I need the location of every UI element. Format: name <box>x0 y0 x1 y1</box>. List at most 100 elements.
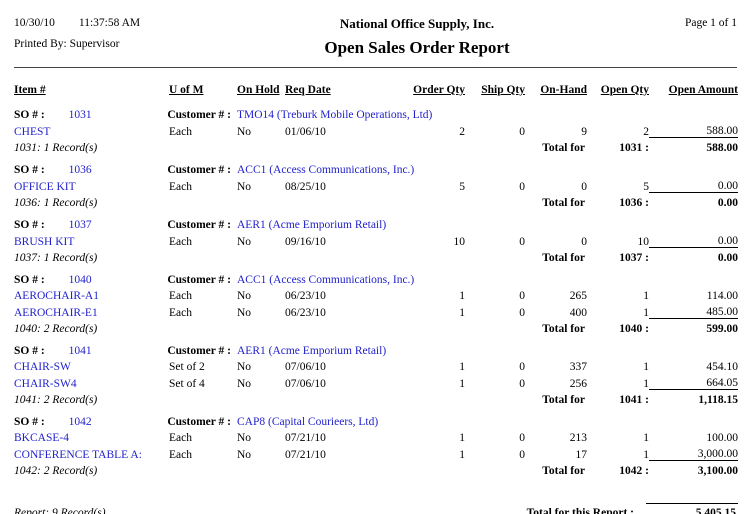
so-number-label: SO # : <box>14 274 45 286</box>
on-hand-cell: 400 <box>569 306 587 319</box>
so-group-header: SO # : 1036 Customer # : ACC1 (Access Commu… <box>14 154 738 176</box>
print-date: 10/30/10 <box>14 17 55 29</box>
customer-link[interactable]: ACC1 (Access Communications, Inc.) <box>237 164 415 176</box>
report-footer: Report: 9 Record(s) Total for this Repor… <box>14 503 738 514</box>
order-qty-cell: 1 <box>459 432 465 444</box>
req-date-cell: 09/16/10 <box>285 235 326 248</box>
group-total-row: 1042: 2 Record(s) Total for 1042 :3,100.00 <box>14 460 738 477</box>
item-code-link[interactable]: OFFICE KIT <box>14 180 76 193</box>
req-date-cell: 07/21/10 <box>285 432 326 444</box>
so-number-link[interactable]: 1041 <box>68 345 92 357</box>
so-header-cell: SO # : 1040 Customer # : <box>14 264 237 286</box>
total-for-label: Total for <box>542 394 585 406</box>
so-number-link[interactable]: 1042 <box>68 416 92 428</box>
open-amount-cell: 0.00 <box>717 180 738 192</box>
item-code-link[interactable]: CHEST <box>14 125 51 138</box>
group-total-label: Total for 1031 : <box>360 138 649 154</box>
total-for-label: Total for <box>542 142 585 154</box>
order-qty-cell: 2 <box>459 125 465 138</box>
so-group-header: SO # : 1042 Customer # : CAP8 (Capital Cour… <box>14 406 738 428</box>
group-total-row: 1031: 1 Record(s) Total for 1031 :588.00 <box>14 137 738 154</box>
group-record-count: 1040: 2 Record(s) <box>14 323 98 335</box>
total-so-number: 1037 : <box>619 252 649 264</box>
customer-number-label: Customer # : <box>167 164 231 176</box>
item-code-link[interactable]: AEROCHAIR-A1 <box>14 290 99 302</box>
open-qty-cell: 1 <box>643 432 649 444</box>
item-code-link[interactable]: CHAIR-SW4 <box>14 377 77 390</box>
item-code-link[interactable]: CHAIR-SW <box>14 361 71 373</box>
on-hold-cell: No <box>237 377 252 390</box>
uom-cell: Set of 2 <box>169 361 205 373</box>
report-total-amount: 5,405.15 <box>646 503 738 514</box>
ship-qty-cell: 0 <box>519 361 525 373</box>
so-number-label: SO # : <box>14 109 45 121</box>
header-divider <box>14 67 737 68</box>
group-total-row: 1037: 1 Record(s) Total for 1037 :0.00 <box>14 247 738 264</box>
open-qty-cell: 1 <box>643 377 649 390</box>
item-row: BKCASE-4 Each No 07/21/10 1 0 213 1 100.00 <box>14 428 738 444</box>
on-hold-cell: No <box>237 235 252 248</box>
on-hold-cell: No <box>237 361 252 373</box>
item-code-link[interactable]: CONFERENCE TABLE A: <box>14 448 142 461</box>
so-number-label: SO # : <box>14 219 45 231</box>
on-hand-cell: 256 <box>569 377 587 390</box>
print-time: 11:37:58 AM <box>78 17 141 29</box>
total-for-label: Total for <box>542 197 585 209</box>
ship-qty-cell: 0 <box>519 432 525 444</box>
so-number-link[interactable]: 1040 <box>68 274 92 286</box>
group-total-row: 1040: 2 Record(s) Total for 1040 :599.00 <box>14 318 738 335</box>
total-for-label: Total for <box>542 323 585 335</box>
total-so-number: 1041 : <box>619 394 649 406</box>
req-date-cell: 06/23/10 <box>285 290 326 302</box>
customer-link[interactable]: AER1 (Acme Emporium Retail) <box>237 345 387 357</box>
group-record-count: 1041: 2 Record(s) <box>14 394 98 406</box>
open-amount-cell: 485.00 <box>706 306 738 318</box>
group-total-row: 1041: 2 Record(s) Total for 1041 :1,118.15 <box>14 389 738 406</box>
req-date-cell: 07/06/10 <box>285 361 326 373</box>
so-header-cell: SO # : 1042 Customer # : <box>14 406 237 428</box>
so-header-cell: SO # : 1031 Customer # : <box>14 99 237 121</box>
item-row: CHAIR-SW4 Set of 4 No 07/06/10 1 0 256 1 664.05 <box>14 373 738 390</box>
uom-cell: Each <box>169 290 192 302</box>
customer-number-label: Customer # : <box>167 345 231 357</box>
on-hand-cell: 213 <box>569 432 587 444</box>
open-amount-cell: 3,000.00 <box>697 448 738 460</box>
uom-cell: Set of 4 <box>169 377 205 390</box>
total-for-label: Total for <box>542 252 585 264</box>
so-number-link[interactable]: 1036 <box>68 164 92 176</box>
order-qty-cell: 1 <box>459 377 465 390</box>
uom-cell: Each <box>169 180 192 193</box>
so-number-link[interactable]: 1031 <box>68 109 92 121</box>
customer-link[interactable]: AER1 (Acme Emporium Retail) <box>237 219 387 231</box>
ship-qty-cell: 0 <box>519 290 525 302</box>
order-qty-cell: 5 <box>459 180 465 193</box>
on-hold-cell: No <box>237 306 252 319</box>
order-qty-cell: 1 <box>459 361 465 373</box>
group-total-amount: 599.00 <box>649 318 738 335</box>
column-header-open-amount: Open Amount <box>668 84 738 96</box>
customer-link[interactable]: ACC1 (Access Communications, Inc.) <box>237 274 415 286</box>
on-hand-cell: 337 <box>569 361 587 373</box>
uom-cell: Each <box>169 125 192 138</box>
customer-link[interactable]: TMO14 (Treburk Mobile Operations, Ltd) <box>237 109 433 121</box>
uom-cell: Each <box>169 306 192 319</box>
item-code-link[interactable]: BKCASE-4 <box>14 432 69 444</box>
item-row: CONFERENCE TABLE A: Each No 07/21/10 1 0 17 1 3,… <box>14 444 738 461</box>
item-row: AEROCHAIR-E1 Each No 06/23/10 1 0 400 1 485.00 <box>14 302 738 319</box>
so-number-link[interactable]: 1037 <box>68 219 92 231</box>
item-code-link[interactable]: BRUSH KIT <box>14 235 75 248</box>
customer-link[interactable]: CAP8 (Capital Courieers, Ltd) <box>237 416 379 428</box>
datetime-line: 10/30/10 11:37:58 AM <box>14 16 192 31</box>
item-code-link[interactable]: AEROCHAIR-E1 <box>14 306 98 319</box>
total-for-label: Total for <box>542 465 585 477</box>
group-total-label: Total for 1040 : <box>360 319 649 335</box>
so-number-label: SO # : <box>14 345 45 357</box>
open-qty-cell: 10 <box>637 235 650 248</box>
so-header-cell: SO # : 1041 Customer # : <box>14 335 237 357</box>
column-header-on-hold: On Hold <box>237 84 280 96</box>
item-row: OFFICE KIT Each No 08/25/10 5 0 0 5 0.00 <box>14 176 738 193</box>
open-qty-cell: 2 <box>643 125 649 138</box>
ship-qty-cell: 0 <box>519 377 525 390</box>
ship-qty-cell: 0 <box>519 235 525 248</box>
